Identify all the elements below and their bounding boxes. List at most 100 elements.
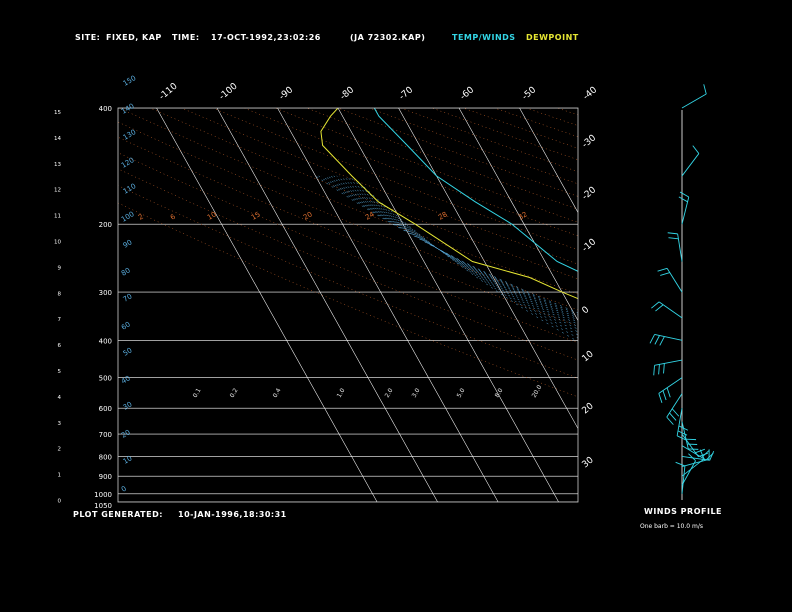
plot-area <box>118 108 792 502</box>
pressure-label-600: 600 <box>99 405 112 413</box>
wind-feather-550-0 <box>666 416 674 425</box>
moist-label-150: 150 <box>122 74 138 88</box>
wind-feather-500-0 <box>658 393 663 403</box>
dry-adiabat-180 <box>589 108 792 502</box>
dry-adiabat-90 <box>306 108 578 210</box>
moist-adiabat-40 <box>315 175 578 314</box>
moist-label-30: 30 <box>122 400 134 411</box>
wind-feather-400-2 <box>659 336 665 346</box>
legend-dewpoint: DEWPOINT <box>526 33 579 42</box>
wind-feather-450-2 <box>663 363 665 374</box>
wind-barb-250 <box>677 233 683 262</box>
dry-adiabat-20 <box>118 121 578 311</box>
dry-adiabat-150 <box>494 108 578 138</box>
wind-barb-350 <box>658 301 683 319</box>
moist-adiabat-15 <box>330 175 578 323</box>
wind-feather-500-2 <box>666 387 671 398</box>
moist-adiabat-5 <box>336 175 578 327</box>
height-label-2: 2 <box>58 447 62 453</box>
wind-feather-550-1 <box>669 412 677 421</box>
isotherm--100 <box>216 108 438 502</box>
dry-adiabat-190 <box>620 108 792 502</box>
moist-label-90: 90 <box>122 238 134 249</box>
mixing-label-7: 8.0 <box>494 387 505 399</box>
height-label-12: 12 <box>54 188 61 194</box>
pressure-label-500: 500 <box>99 375 112 383</box>
wind-feather-300-0 <box>657 267 668 272</box>
wind-feather-200-0 <box>679 191 689 198</box>
height-label-5: 5 <box>58 369 62 375</box>
pressure-label-900: 900 <box>99 473 112 481</box>
winds-barbs <box>649 84 715 494</box>
moist-label-0: 0 <box>120 485 128 494</box>
height-label-14: 14 <box>54 136 61 142</box>
wind-feather-250-0 <box>667 232 678 235</box>
winds-profile-note: One barb = 10.0 m/s <box>640 523 703 530</box>
height-label-1: 1 <box>58 473 62 479</box>
mixing-label-0: 0.1 <box>192 387 203 399</box>
wind-feather-550-2 <box>671 408 680 417</box>
dry-adiabat-10 <box>118 136 578 327</box>
moist-label-100: 100 <box>120 210 136 224</box>
dry-label-28: 28 <box>437 210 449 221</box>
pressure-label-1000: 1000 <box>94 491 112 499</box>
wind-feather-250-1 <box>668 237 679 240</box>
time-label: TIME: <box>172 33 200 42</box>
wind-barb-800 <box>681 455 710 461</box>
dry-label-24: 24 <box>364 210 376 222</box>
moist-label-50: 50 <box>122 346 134 357</box>
top-temp-label-70: -70 <box>398 85 416 102</box>
height-label-13: 13 <box>54 162 61 168</box>
winds-profile-title: WINDS PROFILE <box>644 507 723 516</box>
right-temp-label-30: -30 <box>581 133 599 150</box>
station-id: (JA 72302.KAP) <box>350 33 426 42</box>
wind-feather-350-0 <box>651 301 660 309</box>
isotherm--110 <box>156 108 378 502</box>
wind-barb-150 <box>681 153 700 177</box>
top-temp-label-60: -60 <box>459 85 477 102</box>
wind-barb-900 <box>681 458 705 477</box>
wind-barb-450 <box>654 359 683 366</box>
dry-adiabat-120 <box>400 108 578 172</box>
temperature-line <box>373 108 578 272</box>
wind-barb-550 <box>666 393 683 418</box>
moist-label-120: 120 <box>120 156 136 170</box>
wind-feather-450-0 <box>653 365 655 376</box>
wind-barb-500 <box>658 377 683 394</box>
top-temp-label-50: -50 <box>521 85 539 102</box>
pressure-label-200: 200 <box>99 221 112 229</box>
moist-adiabat--20 <box>351 175 578 342</box>
height-label-3: 3 <box>58 421 62 427</box>
moist-label-40: 40 <box>120 374 132 385</box>
top-temp-label-90: -90 <box>278 85 296 102</box>
dry-adiabat-130 <box>431 108 578 161</box>
wind-feather-900-0 <box>699 449 705 460</box>
wind-feather-100-0 <box>703 84 707 95</box>
mixing-label-1: 0.2 <box>229 387 240 399</box>
top-temp-label-100: -100 <box>218 81 240 102</box>
wind-barb-850 <box>681 458 710 468</box>
right-temp-label0: 0 <box>581 305 592 317</box>
moist-adiabat--15 <box>348 175 578 339</box>
top-temp-label-40: -40 <box>582 85 600 102</box>
site-value: FIXED, KAP <box>106 33 162 42</box>
dry-label-20: 20 <box>302 210 314 221</box>
moist-label-70: 70 <box>122 292 134 303</box>
dry-adiabat-170 <box>557 108 578 116</box>
plot-generated-value: 10-JAN-1996,18:30:31 <box>178 510 287 519</box>
moist-adiabat-10 <box>333 175 578 325</box>
moist-adiabat--10 <box>345 175 578 336</box>
wind-feather-400-0 <box>649 334 656 344</box>
plot-frame <box>117 107 579 503</box>
moist-label-80: 80 <box>120 266 132 277</box>
pressure-label-800: 800 <box>99 453 112 461</box>
dry-adiabat-30 <box>118 108 578 295</box>
mixing-label-2: 0.4 <box>272 387 283 399</box>
mixing-label-3: 1.0 <box>336 387 347 399</box>
moist-label-130: 130 <box>122 128 138 142</box>
right-temp-label30: 30 <box>581 455 596 470</box>
height-label-6: 6 <box>58 343 62 349</box>
right-temp-label10: 10 <box>581 349 596 364</box>
moist-adiabat-35 <box>318 175 578 315</box>
height-label-7: 7 <box>58 317 62 323</box>
